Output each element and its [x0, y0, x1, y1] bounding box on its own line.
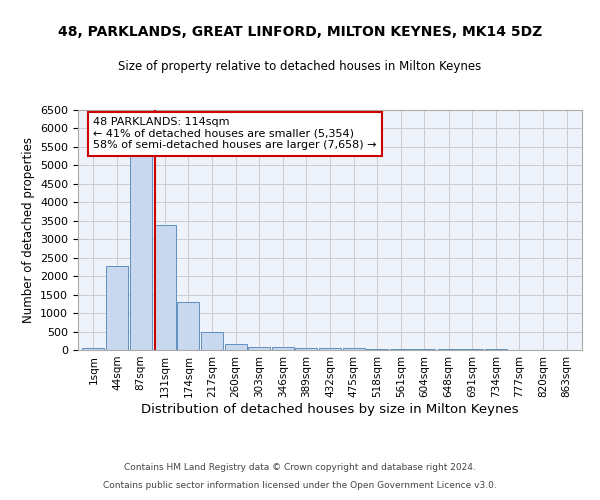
Text: Size of property relative to detached houses in Milton Keynes: Size of property relative to detached ho…	[118, 60, 482, 73]
Bar	[201, 332, 223, 350]
Bar	[82, 348, 104, 350]
Bar	[319, 348, 341, 350]
Bar	[224, 344, 247, 350]
Y-axis label: Number of detached properties: Number of detached properties	[22, 137, 35, 323]
Bar	[413, 349, 436, 350]
Text: Contains public sector information licensed under the Open Government Licence v3: Contains public sector information licen…	[103, 481, 497, 490]
Bar	[390, 348, 412, 350]
X-axis label: Distribution of detached houses by size in Milton Keynes: Distribution of detached houses by size …	[141, 402, 519, 415]
Text: 48 PARKLANDS: 114sqm
← 41% of detached houses are smaller (5,354)
58% of semi-de: 48 PARKLANDS: 114sqm ← 41% of detached h…	[93, 117, 377, 150]
Bar	[366, 348, 388, 350]
Bar	[248, 346, 270, 350]
Bar	[130, 150, 152, 350]
Bar	[154, 225, 176, 350]
Bar	[437, 349, 460, 350]
Bar	[343, 348, 365, 350]
Bar	[178, 302, 199, 350]
Text: 48, PARKLANDS, GREAT LINFORD, MILTON KEYNES, MK14 5DZ: 48, PARKLANDS, GREAT LINFORD, MILTON KEY…	[58, 25, 542, 39]
Bar	[295, 348, 317, 350]
Bar	[272, 348, 294, 350]
Text: Contains HM Land Registry data © Crown copyright and database right 2024.: Contains HM Land Registry data © Crown c…	[124, 464, 476, 472]
Bar	[106, 266, 128, 350]
